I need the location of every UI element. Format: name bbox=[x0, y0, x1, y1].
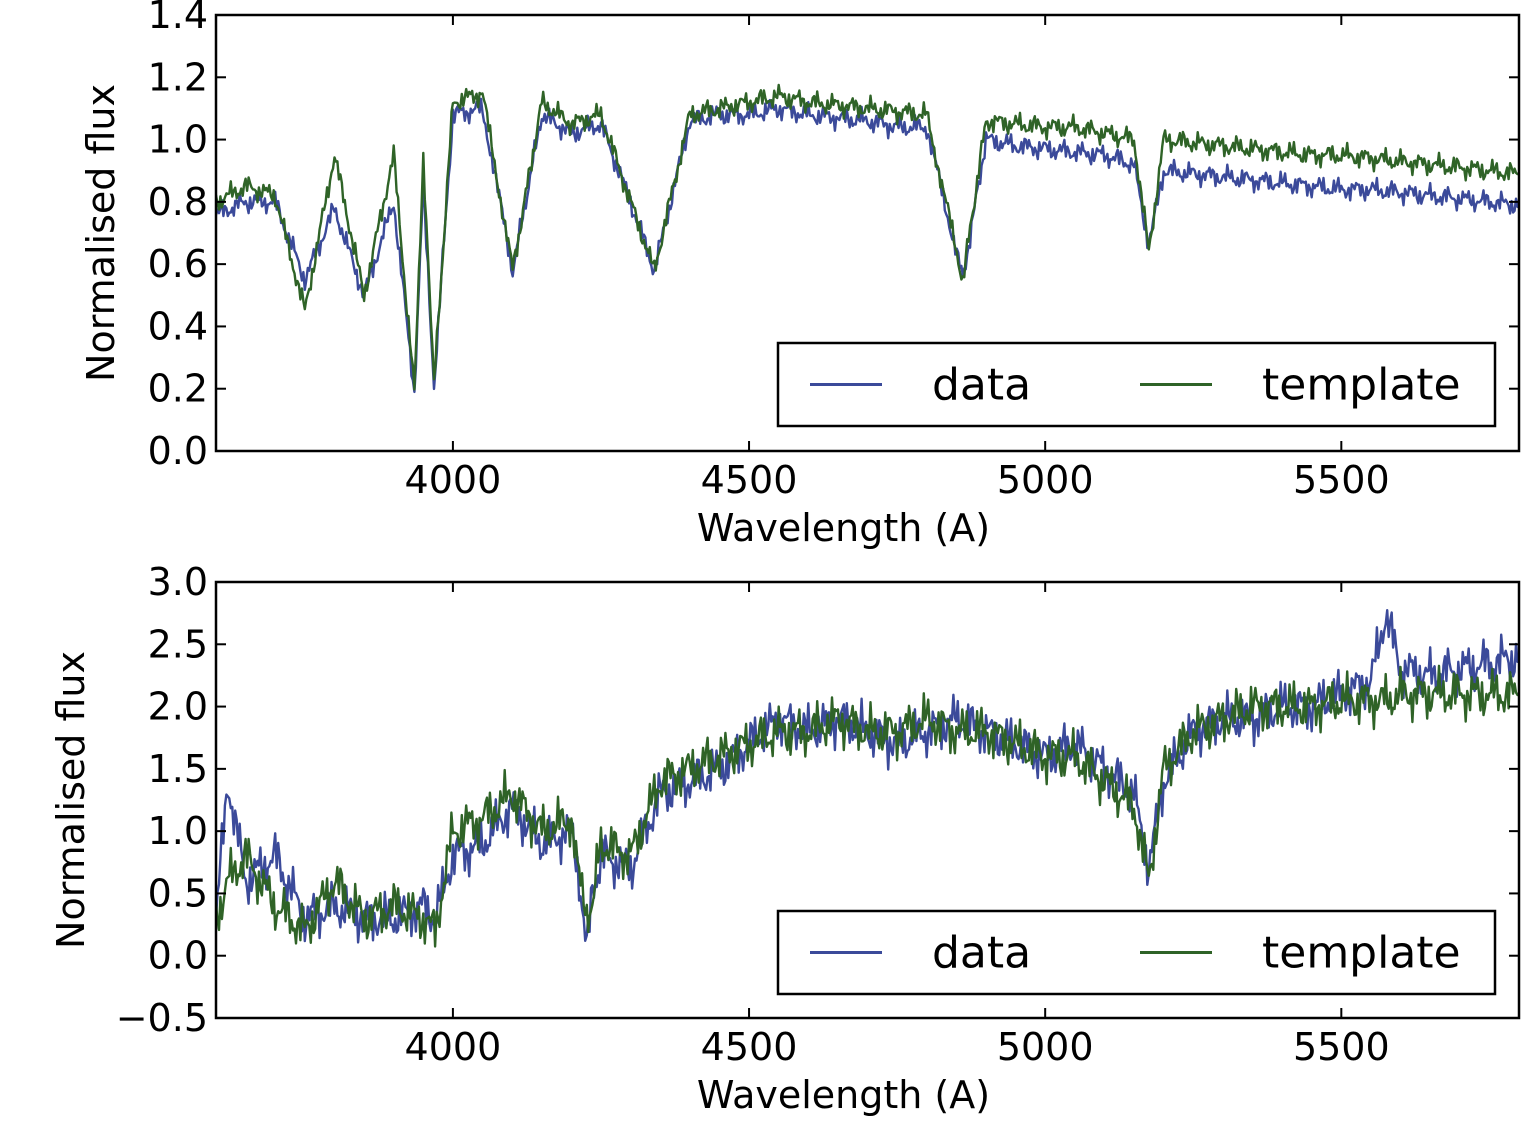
y-tick-label: 1.0 bbox=[148, 809, 208, 853]
x-tick-label: 4000 bbox=[405, 458, 502, 502]
x-tick-label: 5000 bbox=[997, 1025, 1094, 1069]
y-tick-label: 0.6 bbox=[148, 242, 208, 286]
legend-label-data: data bbox=[932, 928, 1031, 979]
legend-box bbox=[776, 909, 1497, 996]
y-tick-label: 3.0 bbox=[148, 560, 208, 604]
x-tick-label: 4500 bbox=[701, 1025, 798, 1069]
y-tick-label: 1.2 bbox=[148, 55, 208, 99]
spectrum-panel-bottom: 4000 4500 5000 5500 −0.5 0.0 0.5 1.0 1.5 2.0 2.5 3.… bbox=[49, 560, 1521, 1117]
series-line-template bbox=[216, 664, 1519, 948]
x-tick-label: 5500 bbox=[1293, 1025, 1390, 1069]
x-tick-label: 5500 bbox=[1293, 458, 1390, 502]
axes-frame bbox=[214, 580, 1521, 1020]
legend: data template bbox=[776, 909, 1497, 996]
x-axis-label: Wavelength (A) bbox=[697, 506, 990, 550]
y-tick-label: 0.5 bbox=[148, 871, 208, 915]
legend-box bbox=[776, 341, 1497, 428]
series-line-template bbox=[216, 83, 1519, 391]
legend-label-template: template bbox=[1262, 928, 1461, 979]
y-axis-label: Normalised flux bbox=[79, 84, 123, 382]
legend-label-template: template bbox=[1262, 360, 1461, 411]
spectrum-panel-top: 4000 4500 5000 5500 0.0 0.2 0.4 0.6 0.8 1.0 1.2 1.4… bbox=[79, 0, 1521, 550]
y-tick-label: −0.5 bbox=[116, 996, 208, 1040]
axes-frame bbox=[214, 13, 1521, 453]
y-tick-label: 2.5 bbox=[148, 622, 208, 666]
legend-label-data: data bbox=[932, 360, 1031, 411]
y-tick-label: 0.0 bbox=[148, 934, 208, 978]
legend: data template bbox=[776, 341, 1497, 428]
y-tick-label: 1.4 bbox=[148, 0, 208, 37]
y-tick-label: 1.5 bbox=[148, 747, 208, 791]
y-tick-label: 2.0 bbox=[148, 685, 208, 729]
y-tick-label: 0.8 bbox=[148, 180, 208, 224]
x-axis-label: Wavelength (A) bbox=[697, 1073, 990, 1117]
x-tick-label: 4500 bbox=[701, 458, 798, 502]
x-tick-label: 4000 bbox=[405, 1025, 502, 1069]
y-tick-label: 0.4 bbox=[148, 304, 208, 348]
x-tick-label: 5000 bbox=[997, 458, 1094, 502]
y-tick-label: 0.2 bbox=[148, 367, 208, 411]
y-tick-label: 1.0 bbox=[148, 118, 208, 162]
y-axis-label: Normalised flux bbox=[49, 651, 93, 949]
y-tick-label: 0.0 bbox=[148, 429, 208, 473]
series-line-data bbox=[216, 609, 1519, 944]
